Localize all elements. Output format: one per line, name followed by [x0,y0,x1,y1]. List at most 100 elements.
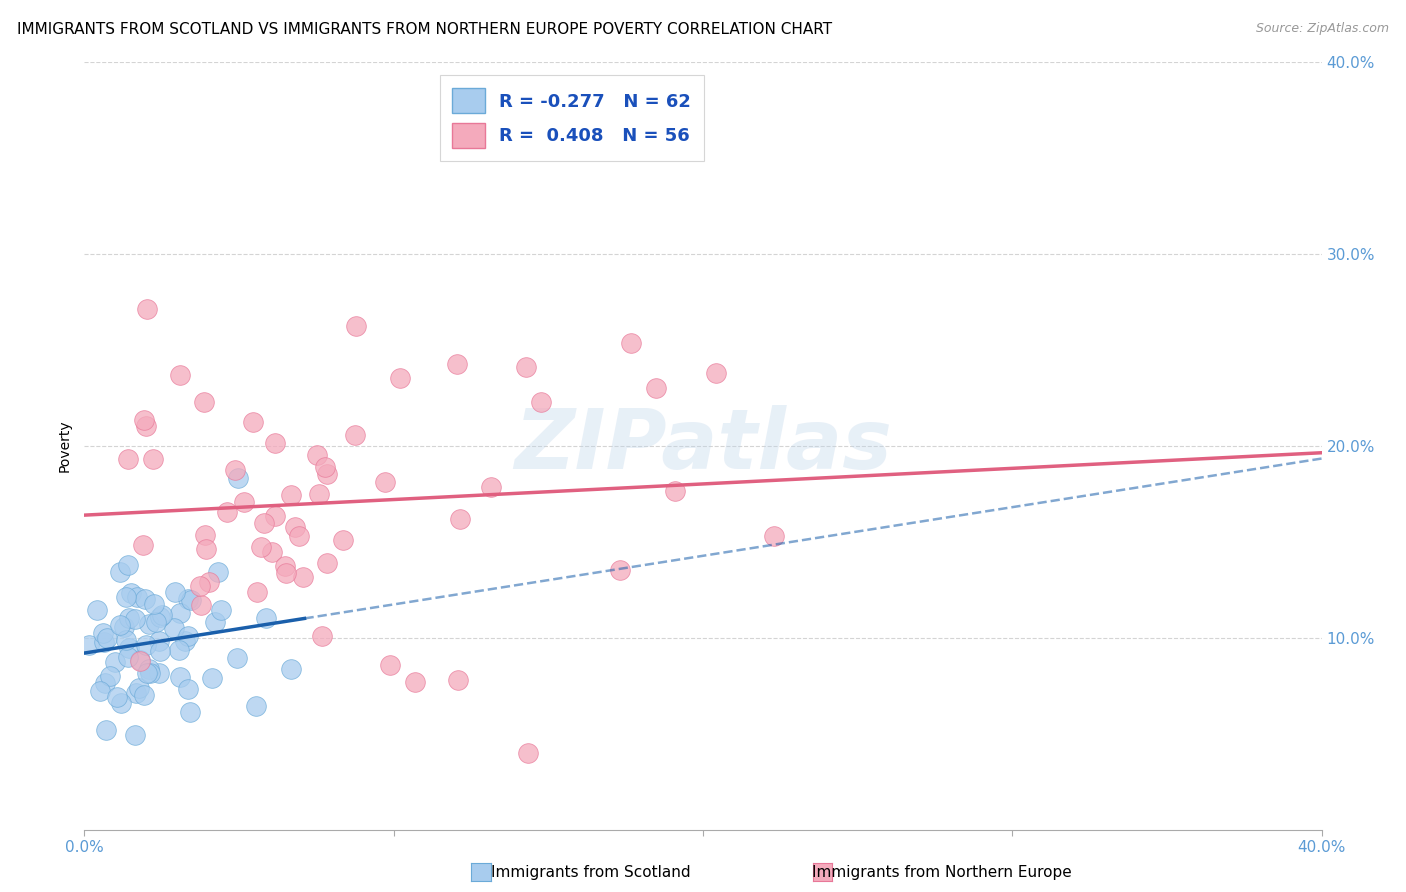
Point [664,483,686,498]
Point [197,574,219,589]
Point [404,675,426,690]
Point [148,665,170,680]
Point [177,629,200,643]
Point [129,653,152,667]
Point [163,621,186,635]
Point [138,616,160,631]
Point [167,642,190,657]
Point [94,675,117,690]
Point [131,538,153,552]
Point [246,584,269,599]
Point [263,509,285,524]
Point [344,427,367,442]
Point [136,665,159,680]
Point [94,723,117,737]
Legend: R = -0.277   N = 62, R =  0.408   N = 56: R = -0.277 N = 62, R = 0.408 N = 56 [440,75,704,161]
Point [142,452,165,467]
Point [264,435,287,450]
Point [132,688,155,702]
Text: Immigrants from Scotland: Immigrants from Scotland [491,865,690,880]
Point [91,626,114,640]
Point [224,463,246,477]
Text: ZIPatlas: ZIPatlas [515,406,891,486]
Point [207,565,229,579]
Point [314,459,336,474]
Point [117,650,139,665]
Point [117,641,139,656]
Point [620,336,643,351]
Point [77,638,100,652]
Point [194,528,217,542]
Point [515,359,537,374]
Point [378,658,401,673]
Point [704,366,727,380]
Point [128,681,150,695]
Point [176,681,198,696]
Point [292,570,315,584]
Point [305,449,328,463]
Point [173,633,195,648]
Point [308,487,330,501]
Point [188,579,211,593]
Point [344,319,367,334]
Text: Immigrants from Northern Europe: Immigrants from Northern Europe [813,865,1071,880]
Point [273,559,295,574]
Point [177,591,200,606]
Point [148,633,170,648]
Point [169,368,191,382]
Point [180,593,202,607]
Point [124,612,146,626]
Text: IMMIGRANTS FROM SCOTLAND VS IMMIGRANTS FROM NORTHERN EUROPE POVERTY CORRELATION : IMMIGRANTS FROM SCOTLAND VS IMMIGRANTS F… [17,22,832,37]
Point [125,685,148,699]
Point [283,520,305,534]
Text: Source: ZipAtlas.com: Source: ZipAtlas.com [1256,22,1389,36]
Point [143,597,166,611]
Point [125,591,148,605]
Point [311,628,333,642]
Point [135,638,157,652]
Point [149,643,172,657]
Point [108,565,131,579]
Point [332,533,354,547]
Point [179,706,201,720]
Point [138,662,160,676]
Point [115,633,138,648]
Point [763,529,786,543]
Point [108,618,131,632]
Point [169,670,191,684]
Point [163,585,186,599]
Point [145,615,167,629]
Point [98,669,121,683]
Point [280,662,302,676]
Point [530,394,553,409]
Point [233,494,256,508]
Point [105,690,128,705]
Point [112,620,135,634]
Point [124,728,146,742]
Point [645,381,668,395]
Point [215,505,238,519]
Point [280,487,302,501]
Point [89,684,111,698]
Point [96,631,118,645]
Point [110,696,132,710]
Point [135,301,157,316]
Point [211,603,233,617]
Point [449,512,471,526]
Point [374,475,396,489]
Point [479,480,502,494]
Point [254,611,277,625]
Point [118,611,141,625]
Point [129,654,152,668]
Point [93,634,115,648]
Point [104,655,127,669]
Point [609,563,631,577]
Point [446,357,468,371]
Point [169,607,191,621]
Point [134,591,156,606]
Point [193,395,215,409]
Point [117,558,139,573]
Point [276,566,298,580]
Point [250,540,273,554]
Point [260,544,283,558]
